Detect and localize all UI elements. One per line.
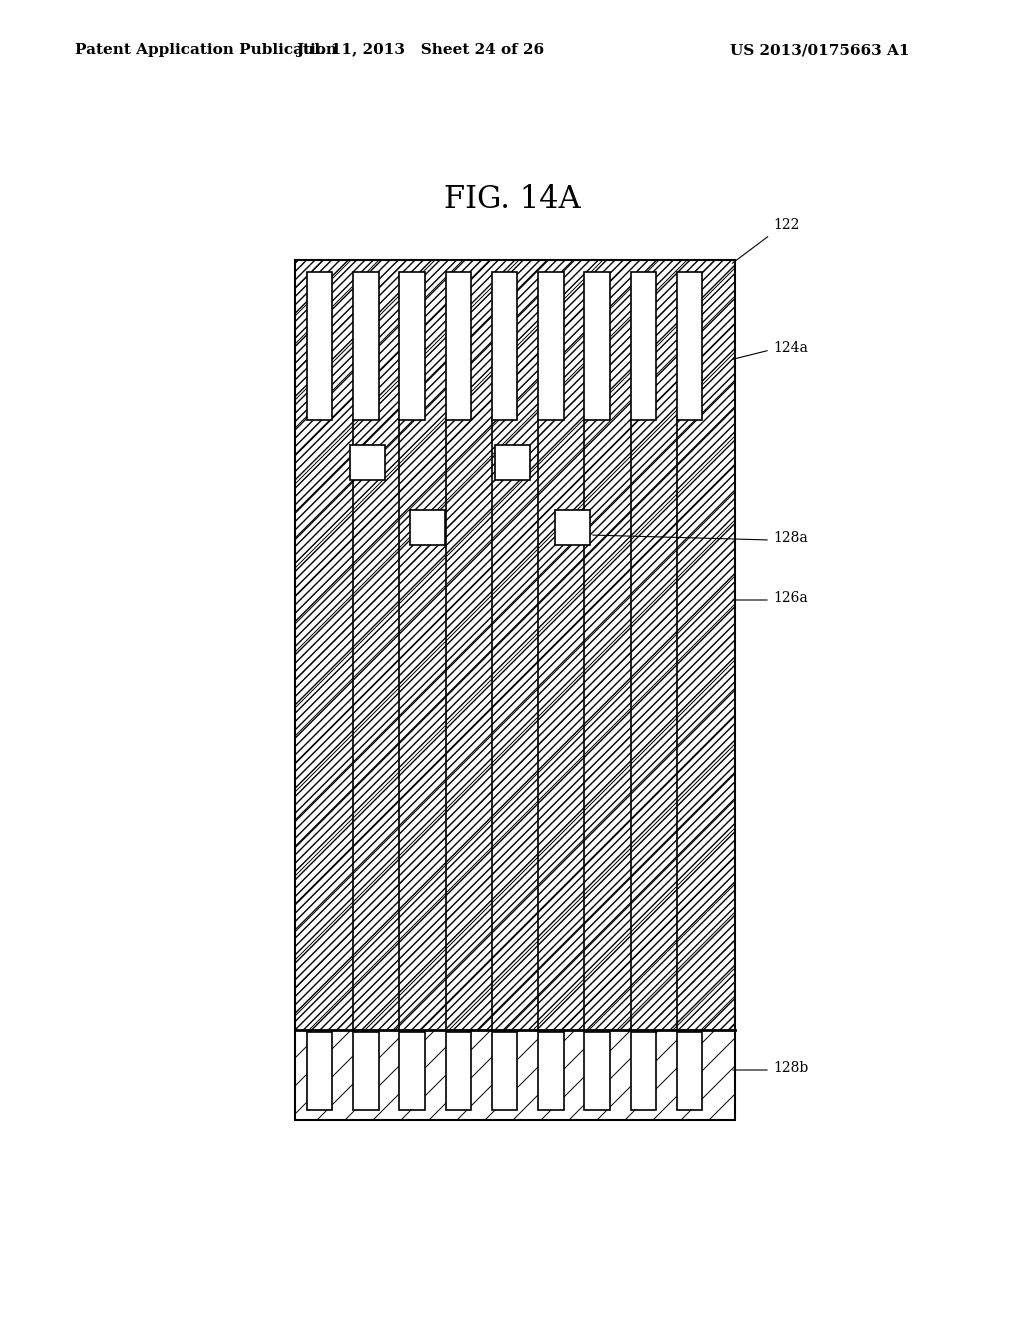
Bar	[585, 1032, 609, 1110]
Bar	[350, 445, 385, 480]
Bar	[445, 272, 471, 420]
Bar	[307, 1032, 333, 1110]
Bar	[307, 272, 333, 420]
Bar	[631, 1032, 656, 1110]
Bar	[410, 510, 445, 545]
Text: 128b: 128b	[773, 1061, 808, 1074]
Text: 128a: 128a	[773, 531, 808, 545]
Bar	[495, 445, 530, 480]
Bar	[677, 1032, 702, 1110]
Bar	[295, 260, 735, 1030]
Bar	[538, 1032, 563, 1110]
Bar	[445, 1032, 471, 1110]
Bar	[353, 1032, 379, 1110]
Text: Jul. 11, 2013   Sheet 24 of 26: Jul. 11, 2013 Sheet 24 of 26	[296, 44, 544, 57]
Text: Patent Application Publication: Patent Application Publication	[75, 44, 337, 57]
Bar	[492, 1032, 517, 1110]
Bar	[399, 272, 425, 420]
Text: FIG. 14A: FIG. 14A	[443, 185, 581, 215]
Bar	[492, 272, 517, 420]
Bar	[677, 272, 702, 420]
Bar	[399, 1032, 425, 1110]
Text: 122: 122	[773, 218, 800, 232]
Bar	[296, 261, 734, 1030]
Bar	[353, 272, 379, 420]
Bar	[631, 272, 656, 420]
Bar	[585, 272, 609, 420]
Text: 126a: 126a	[773, 591, 808, 605]
Bar	[538, 272, 563, 420]
Text: US 2013/0175663 A1: US 2013/0175663 A1	[730, 44, 909, 57]
Text: 124a: 124a	[773, 341, 808, 355]
Bar	[295, 260, 735, 1119]
Bar	[555, 510, 590, 545]
